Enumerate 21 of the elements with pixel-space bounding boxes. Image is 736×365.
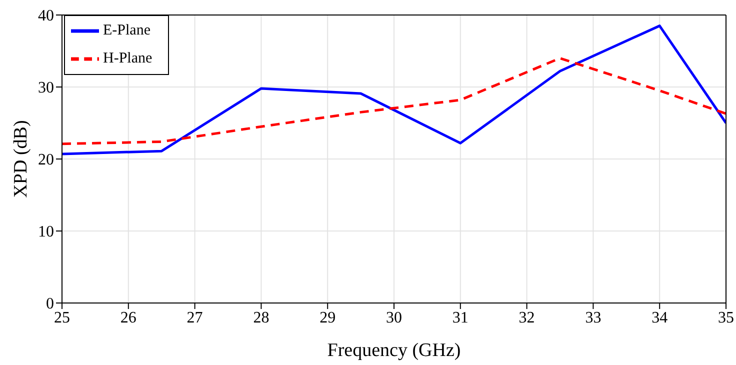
y-tick-label: 0: [46, 296, 54, 313]
x-tick-label: 33: [585, 309, 602, 326]
y-tick-label: 10: [38, 224, 54, 241]
x-tick-label: 25: [54, 309, 70, 326]
x-tick-label: 35: [718, 309, 734, 326]
y-axis-title: XPD (dB): [10, 120, 32, 198]
x-tick-label: 29: [320, 309, 336, 326]
x-tick-label: 32: [518, 309, 535, 326]
x-tick-label: 28: [253, 309, 270, 326]
x-tick-label: 27: [186, 309, 203, 326]
line-series: [62, 24, 726, 156]
y-tick-label: 20: [38, 152, 54, 169]
legend-label: E-Plane: [103, 22, 150, 38]
y-tick-label: 40: [38, 8, 54, 25]
x-tick-label: 30: [386, 309, 402, 326]
x-tick-label: 26: [120, 309, 136, 326]
x-tick-label: 31: [452, 309, 468, 326]
x-axis-title: Frequency (GHz): [327, 340, 461, 361]
legend-label: H-Plane: [103, 50, 152, 66]
x-tick-label: 34: [652, 309, 668, 326]
y-tick-label: 30: [38, 80, 54, 97]
